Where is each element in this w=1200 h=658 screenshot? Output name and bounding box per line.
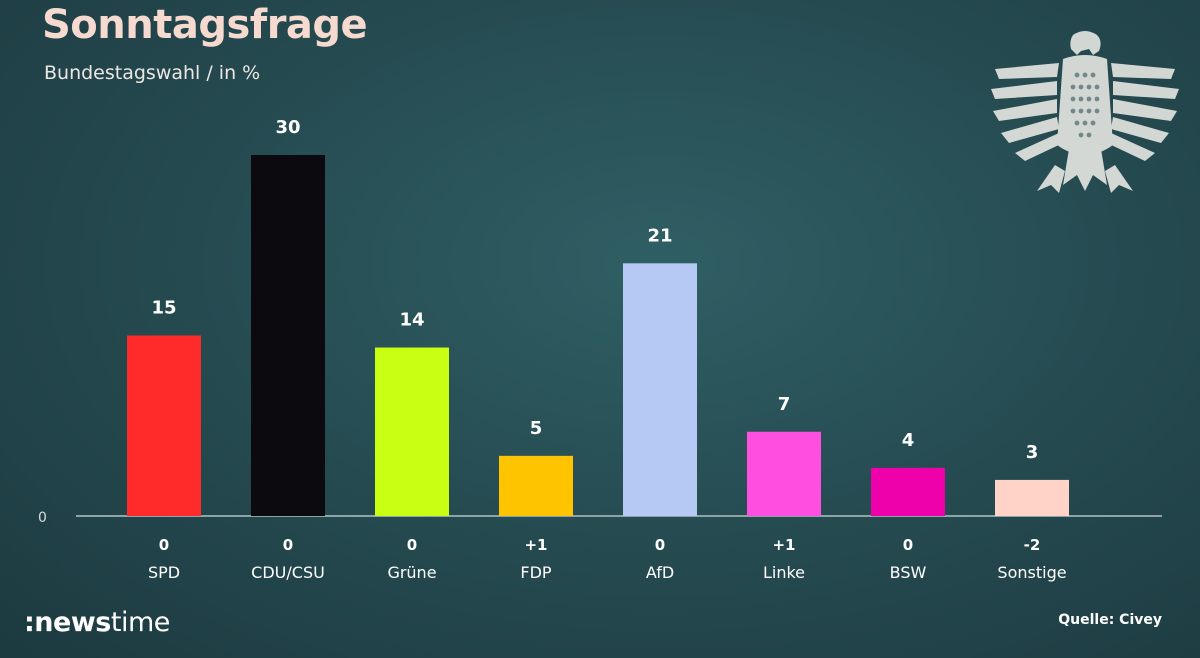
value-label: 21 <box>647 225 672 246</box>
bar-afd <box>623 263 697 516</box>
newstime-logo: :newstime <box>24 607 170 638</box>
category-label: Sonstige <box>997 563 1066 582</box>
chart-title: Sonntagsfrage <box>42 2 368 48</box>
category-label: FDP <box>520 563 552 582</box>
change-label: +1 <box>524 536 547 554</box>
value-label: 15 <box>151 298 176 319</box>
category-label: CDU/CSU <box>251 563 325 582</box>
source-label: Quelle: Civey <box>1058 612 1162 628</box>
value-label: 3 <box>1026 442 1039 463</box>
value-label: 14 <box>399 310 424 331</box>
category-label: AfD <box>646 563 674 582</box>
value-label: 30 <box>275 117 300 138</box>
bar-spd <box>127 335 201 516</box>
change-label: 0 <box>159 536 169 554</box>
category-label: Linke <box>763 563 805 582</box>
bar-linke <box>747 431 821 516</box>
category-label: SPD <box>148 563 180 582</box>
change-label: -2 <box>1024 536 1041 554</box>
chart-subtitle: Bundestagswahl / in % <box>44 62 261 84</box>
category-label: Grüne <box>387 563 436 582</box>
change-label: 0 <box>407 536 417 554</box>
bar-sonstige <box>995 479 1069 516</box>
bar-bsw <box>871 467 945 516</box>
change-label: 0 <box>655 536 665 554</box>
bar-gr-ne <box>375 347 449 516</box>
value-label: 5 <box>530 418 543 439</box>
bar-fdp <box>499 455 573 516</box>
bundestag-eagle-icon <box>991 31 1179 193</box>
category-label: BSW <box>890 563 927 582</box>
change-label: 0 <box>903 536 913 554</box>
bar-cdu-csu <box>251 155 325 516</box>
change-label: +1 <box>772 536 795 554</box>
y-axis-zero-label: 0 <box>38 510 47 526</box>
value-label: 7 <box>778 394 791 415</box>
change-label: 0 <box>283 536 293 554</box>
value-label: 4 <box>902 430 915 451</box>
